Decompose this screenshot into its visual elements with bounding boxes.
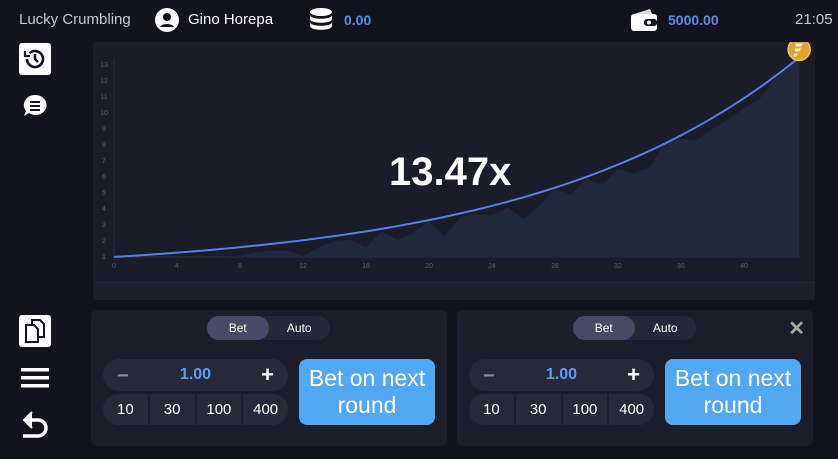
coins-icon — [308, 7, 334, 38]
x-tick-label: 40 — [740, 263, 748, 270]
y-tick-label: 6 — [102, 174, 106, 181]
bet-panel-1: Bet Auto − 1.00 + 10 30 100 400 Bet on next … — [91, 310, 447, 446]
chip-400[interactable]: 400 — [609, 394, 654, 425]
chip-100[interactable]: 100 — [562, 394, 608, 425]
x-tick-label: 0 — [112, 263, 116, 270]
close-icon[interactable]: ✕ — [788, 318, 805, 340]
y-tick-label: 13 — [100, 62, 108, 69]
y-tick-label: 4 — [102, 206, 106, 213]
copy-icon[interactable] — [19, 315, 51, 347]
chip-400[interactable]: 400 — [243, 394, 288, 425]
bet-amount-input[interactable]: 1.00 — [179, 366, 212, 383]
y-tick-label: 9 — [102, 126, 106, 133]
x-tick-label: 12 — [299, 263, 307, 270]
bet-amount-stepper: − 1.00 + — [469, 359, 654, 391]
tab-bet[interactable]: Bet — [207, 316, 269, 340]
bet-amount-input[interactable]: 1.00 — [545, 366, 578, 383]
x-tick-label: 16 — [362, 263, 370, 270]
x-tick-label: 24 — [488, 263, 496, 270]
chip-10[interactable]: 10 — [103, 394, 148, 425]
tab-auto[interactable]: Auto — [286, 321, 312, 335]
y-tick-label: 8 — [102, 142, 106, 149]
bet-button[interactable]: Bet on next round — [665, 359, 801, 425]
coins-balance: 0.00 — [344, 12, 372, 28]
increase-button[interactable]: + — [627, 362, 640, 387]
x-tick-label: 4 — [175, 263, 179, 270]
increase-button[interactable]: + — [261, 362, 274, 387]
tab-bet[interactable]: Bet — [573, 316, 635, 340]
bet-amount-stepper: − 1.00 + — [103, 359, 288, 391]
y-tick-label: 12 — [100, 78, 108, 85]
history-area — [114, 57, 800, 258]
y-tick-label: 5 — [102, 190, 106, 197]
y-tick-label: 2 — [102, 238, 106, 245]
wallet-balance: 5000.00 — [668, 12, 719, 28]
clock: 21:05 — [795, 11, 833, 28]
user-icon — [155, 8, 179, 37]
x-tick-label: 32 — [614, 263, 622, 270]
x-tick-label: 36 — [677, 263, 685, 270]
app-title: Lucky Crumbling — [19, 11, 131, 28]
decrease-button[interactable]: − — [117, 365, 129, 387]
x-tick-label: 8 — [238, 263, 242, 270]
tab-auto[interactable]: Auto — [652, 321, 678, 335]
menu-icon[interactable] — [19, 362, 51, 394]
y-tick-label: 1 — [102, 254, 106, 261]
x-tick-label: 20 — [425, 263, 433, 270]
bet-button[interactable]: Bet on next round — [299, 359, 435, 425]
chip-10[interactable]: 10 — [469, 394, 514, 425]
x-tick-label: 28 — [551, 263, 559, 270]
bet-panel-2: Bet Auto ✕ − 1.00 + 10 30 100 400 Bet on nex… — [457, 310, 813, 446]
y-tick-label: 11 — [100, 94, 107, 101]
history-icon[interactable] — [19, 43, 51, 75]
y-tick-label: 10 — [100, 110, 108, 117]
multiplier-curve — [113, 56, 800, 258]
back-icon[interactable] — [19, 408, 51, 440]
coin-emblem — [793, 43, 804, 57]
user-name: Gino Horepa — [188, 11, 274, 28]
game-chart: 1 2 3 4 5 6 7 8 9 10 11 12 13 0 4 8 12 16 20 24 28 32 36 40 — [93, 37, 815, 300]
chip-30[interactable]: 30 — [515, 394, 561, 425]
decrease-button[interactable]: − — [483, 365, 495, 387]
y-tick-label: 3 — [102, 222, 106, 229]
chip-30[interactable]: 30 — [149, 394, 195, 425]
chip-100[interactable]: 100 — [196, 394, 242, 425]
multiplier-display: 13.47x — [389, 150, 512, 194]
y-tick-label: 7 — [102, 158, 106, 165]
chat-icon[interactable] — [19, 90, 51, 122]
chart-footer-strip — [93, 282, 815, 300]
wallet-icon — [630, 8, 658, 37]
